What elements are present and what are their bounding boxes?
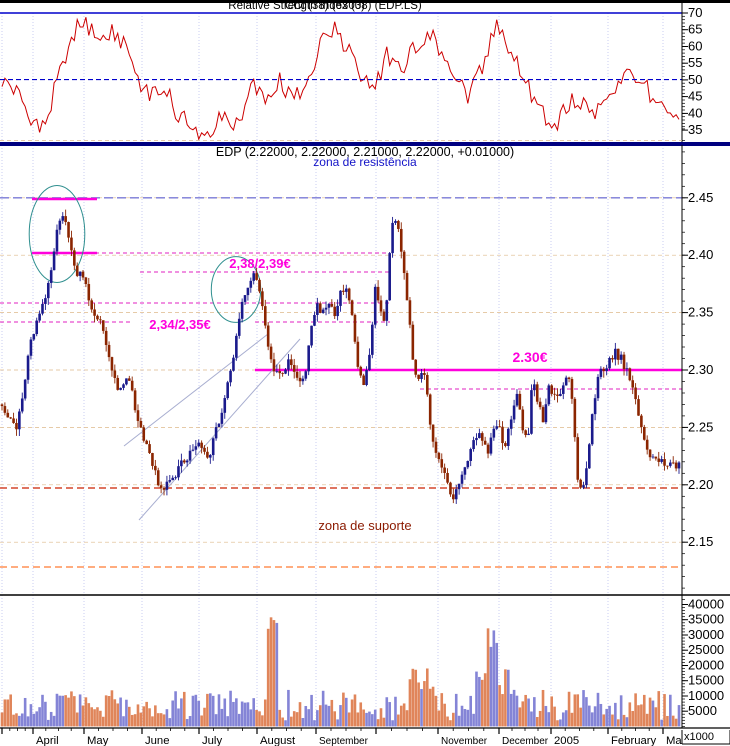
svg-text:zona de resistência: zona de resistência	[313, 155, 417, 169]
svg-text:2.25: 2.25	[688, 419, 713, 434]
svg-text:2.45: 2.45	[688, 190, 713, 205]
svg-text:65: 65	[688, 22, 702, 37]
svg-text:30000: 30000	[688, 627, 724, 642]
svg-text:November: November	[441, 736, 488, 746]
svg-text:20000: 20000	[688, 658, 724, 673]
svg-text:2.40: 2.40	[688, 247, 713, 262]
svg-text:35: 35	[688, 122, 702, 137]
svg-text:25000: 25000	[688, 642, 724, 657]
svg-text:February: February	[611, 735, 657, 746]
svg-text:September: September	[319, 736, 369, 746]
svg-text:5000: 5000	[688, 703, 717, 718]
svg-text:10000: 10000	[688, 688, 724, 703]
svg-text:70: 70	[688, 5, 702, 20]
svg-text:50: 50	[688, 72, 702, 87]
svg-text:Ma: Ma	[666, 735, 682, 746]
svg-text:zona de suporte: zona de suporte	[318, 518, 411, 533]
svg-text:2005: 2005	[554, 735, 579, 746]
svg-text:2.15: 2.15	[688, 534, 713, 549]
svg-text:2,38/2,39€: 2,38/2,39€	[229, 256, 290, 271]
svg-text:August: August	[260, 735, 296, 746]
svg-text:2.35: 2.35	[688, 305, 713, 320]
svg-text:2.20: 2.20	[688, 477, 713, 492]
svg-text:40: 40	[688, 105, 702, 120]
svg-text:55: 55	[688, 55, 702, 70]
svg-text:2.30€: 2.30€	[512, 349, 547, 365]
svg-text:2,34/2,35€: 2,34/2,35€	[149, 317, 210, 332]
svg-text:2.30: 2.30	[688, 362, 713, 377]
svg-text:x1000: x1000	[684, 731, 714, 743]
svg-text:April: April	[36, 735, 59, 746]
svg-text:May: May	[87, 735, 109, 746]
svg-text:July: July	[202, 735, 222, 746]
svg-text:60: 60	[688, 39, 702, 54]
svg-text:40000: 40000	[688, 597, 724, 612]
svg-text:Relative Strength Index (38) (: Relative Strength Index (38) (EDP.LS)	[228, 0, 422, 12]
svg-text:December: December	[502, 736, 549, 746]
svg-text:June: June	[145, 735, 170, 746]
svg-text:45: 45	[688, 89, 702, 104]
svg-text:15000: 15000	[688, 673, 724, 688]
svg-text:35000: 35000	[688, 612, 724, 627]
